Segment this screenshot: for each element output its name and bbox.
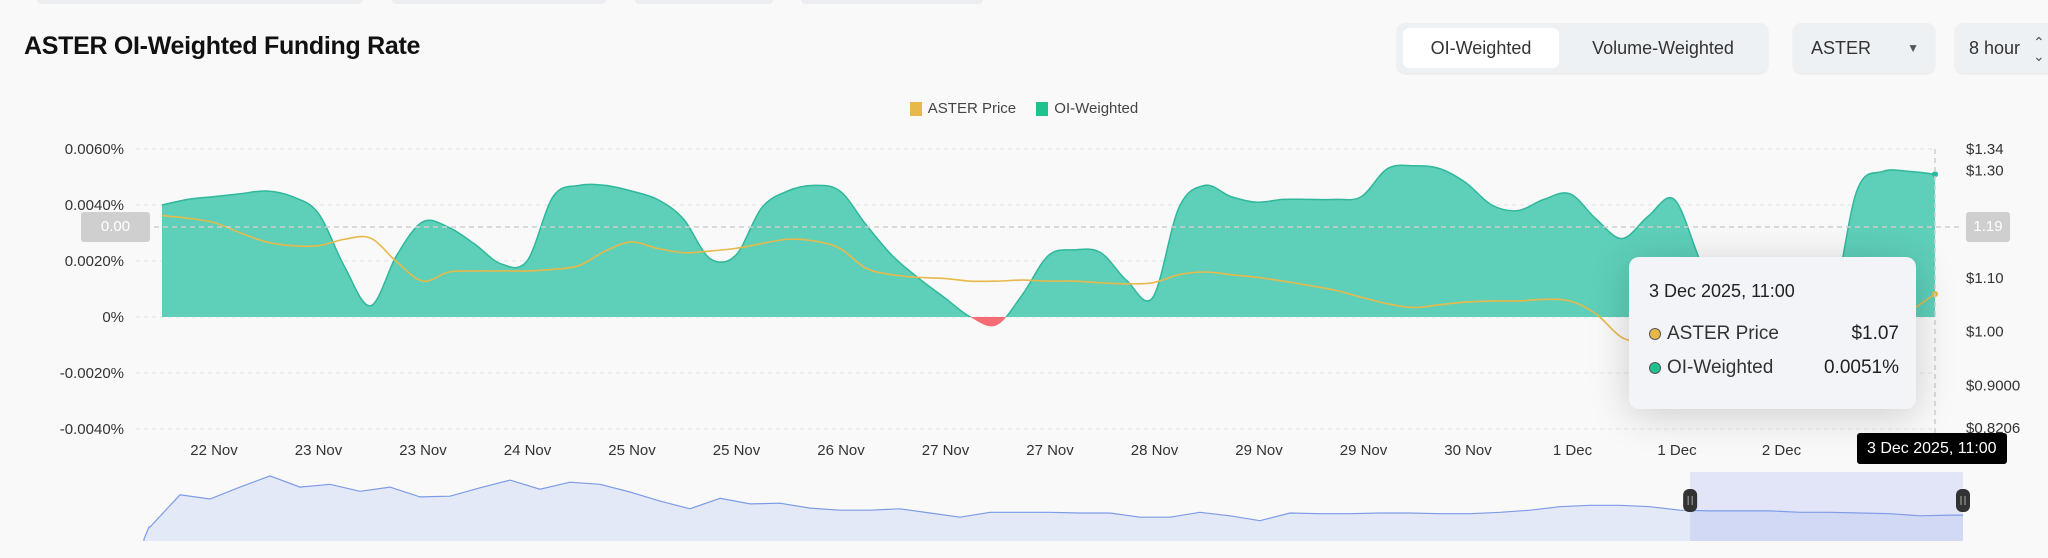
legend-item-funding[interactable]: OI-Weighted (1036, 100, 1138, 117)
tooltip-row-price: ASTER Price $1.07 (1649, 323, 1899, 345)
tooltip-label: OI-Weighted (1667, 357, 1774, 378)
navigator-area (144, 475, 1963, 541)
x-tick-label: 29 Nov (1235, 442, 1283, 459)
crosshair-time-label: 3 Dec 2025, 11:00 (1857, 433, 2007, 464)
y-left-tick-label: 0.0040% (65, 197, 124, 214)
price-swatch-icon (909, 101, 922, 116)
x-tick-label: 27 Nov (1026, 442, 1074, 459)
y-left-tick-label: -0.0020% (60, 365, 124, 382)
funding-hover-dot (1932, 171, 1938, 178)
tooltip-time: 3 Dec 2025, 11:00 (1649, 281, 1795, 301)
legend-label: OI-Weighted (1054, 100, 1139, 117)
x-tick-label: 24 Nov (504, 442, 552, 459)
legend-item-price[interactable]: ASTER Price (909, 100, 1017, 117)
top-tab[interactable] (392, 0, 606, 4)
price-dot-icon (1649, 328, 1661, 340)
symbol-value: ASTER (1811, 38, 1872, 58)
navigator-handle[interactable] (1956, 489, 1970, 512)
funding-swatch-icon (1036, 101, 1049, 116)
legend: ASTER Price OI-Weighted (0, 100, 2048, 120)
x-tick-label: 30 Nov (1444, 442, 1492, 459)
crosshair-left-value: 0.00 (81, 212, 150, 242)
caret-down-icon: ▼ (1907, 41, 1919, 55)
funding-line (161, 164, 1936, 317)
x-tick-label: 29 Nov (1340, 442, 1388, 459)
x-tick-label: 26 Nov (817, 442, 865, 459)
y-left-tick-label: 0% (102, 309, 124, 326)
y-right-tick-label: $1.34 (1966, 141, 2004, 158)
y-left-tick-label: 0.0060% (65, 141, 124, 158)
y-right-tick-label: $1.00 (1966, 324, 2004, 341)
tooltip: 3 Dec 2025, 11:00 ASTER Price $1.07 OI-W… (1629, 257, 1916, 409)
y-right-tick-label: $0.8206 (1966, 420, 2020, 437)
y-left-tick-label: 0.0020% (65, 253, 124, 270)
x-tick-label: 28 Nov (1131, 442, 1179, 459)
page-title: ASTER OI-Weighted Funding Rate (24, 32, 421, 60)
x-tick-label: 23 Nov (295, 442, 343, 459)
oi-weighted-button[interactable]: OI-Weighted (1403, 28, 1559, 68)
y-right-tick-label: $1.10 (1966, 270, 2004, 287)
navigator-handle[interactable] (1683, 489, 1698, 512)
tooltip-value: $1.07 (1851, 323, 1899, 344)
tooltip-row-funding: OI-Weighted 0.0051% (1649, 357, 1899, 379)
x-tick-label: 27 Nov (922, 442, 970, 459)
tooltip-label: ASTER Price (1667, 323, 1779, 344)
x-tick-label: 1 Dec (1657, 442, 1697, 459)
x-tick-label: 23 Nov (399, 442, 447, 459)
top-tab[interactable] (635, 0, 773, 4)
x-tick-label: 25 Nov (713, 442, 761, 459)
up-down-chevron-icon: ⌃ ⌄ (2033, 34, 2045, 64)
crosshair-right-value: 1.19 (1966, 212, 2010, 242)
navigator-line (143, 475, 1963, 541)
x-tick-label: 25 Nov (608, 442, 656, 459)
navigator-selection[interactable] (1690, 472, 1963, 541)
interval-select[interactable]: 8 hour ⌃ ⌄ (1955, 23, 2048, 73)
top-tab[interactable] (801, 0, 983, 4)
volume-weighted-button[interactable]: Volume-Weighted (1592, 38, 1734, 58)
x-tick-label: 1 Dec (1553, 442, 1593, 459)
y-left-tick-label: -0.0040% (60, 421, 124, 438)
weighting-toggle: OI-Weighted Volume-Weighted (1397, 23, 1768, 73)
interval-value: 8 hour (1969, 38, 2021, 58)
funding-dot-icon (1649, 362, 1661, 374)
tooltip-value: 0.0051% (1823, 357, 1899, 378)
legend-label: ASTER Price (927, 100, 1017, 117)
x-tick-label: 22 Nov (190, 442, 238, 459)
symbol-dropdown[interactable]: ASTER ▼ (1793, 23, 1935, 73)
y-right-tick-label: $0.9000 (1966, 377, 2020, 394)
x-tick-label: 2 Dec (1762, 442, 1802, 459)
funding-area-positive (162, 165, 1935, 317)
top-tab[interactable] (37, 0, 363, 4)
y-right-tick-label: $1.30 (1966, 162, 2004, 179)
